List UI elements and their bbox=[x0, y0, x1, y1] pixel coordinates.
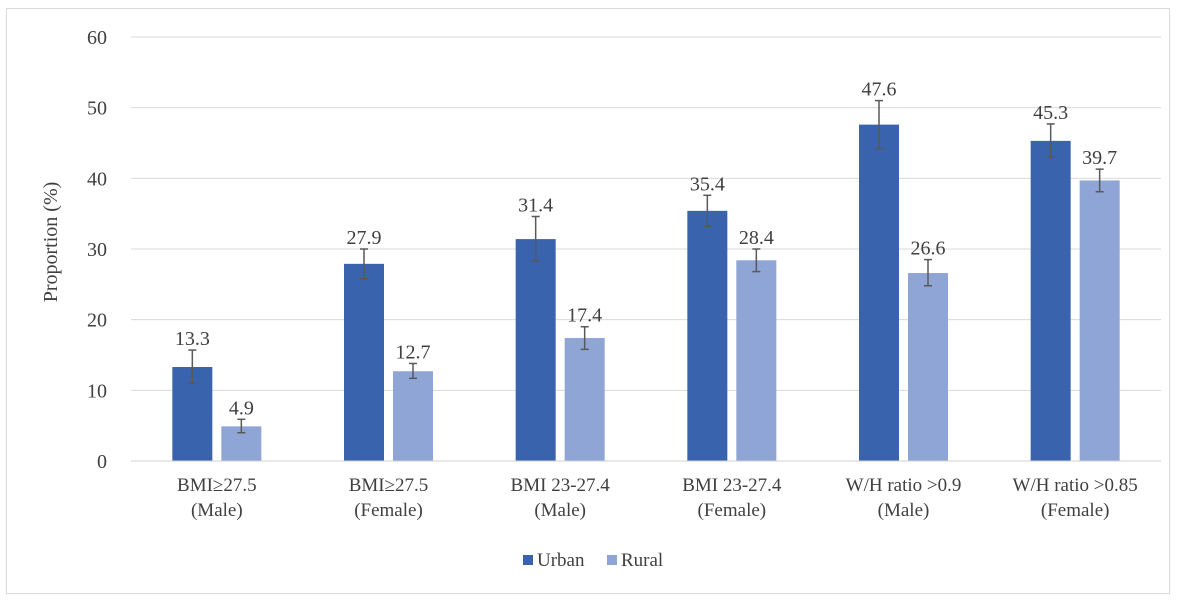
x-axis-ticks: BMI≥27.5 (Male) BMI≥27.5 (Female) BMI 23-27.… bbox=[177, 475, 1138, 521]
legend: Urban Rural bbox=[523, 550, 663, 571]
x-tick-label: (Male) bbox=[191, 500, 243, 521]
x-tick-label: (Male) bbox=[534, 500, 586, 521]
data-label-urban-1: 13.3 bbox=[175, 328, 210, 350]
y-tick-label: 50 bbox=[87, 98, 107, 120]
data-label-rural-6: 39.7 bbox=[1082, 147, 1117, 169]
error-bar-urban-6 bbox=[1046, 123, 1055, 158]
error-bar-urban-2 bbox=[360, 248, 368, 280]
error-bar-urban-4 bbox=[703, 194, 712, 228]
data-label-urban-6: 45.3 bbox=[1033, 102, 1068, 124]
error-bar-rural-3 bbox=[580, 325, 589, 351]
data-label-rural-1: 4.9 bbox=[229, 397, 254, 419]
data-labels: 13.3 4.9 27.9 12.7 31.4 17.4 35.4 28.4 47.6 26.6 4… bbox=[175, 79, 1117, 420]
x-tick-label: BMI≥27.5 bbox=[177, 475, 257, 496]
error-bar-rural-2 bbox=[409, 362, 417, 380]
error-bars bbox=[188, 99, 1104, 434]
bar-urban-6 bbox=[1030, 140, 1071, 461]
data-label-urban-5: 47.6 bbox=[862, 79, 897, 101]
data-label-urban-3: 31.4 bbox=[518, 194, 553, 216]
bar-urban-2 bbox=[344, 263, 384, 461]
y-axis-ticks: 0 10 20 30 40 50 60 bbox=[87, 27, 107, 473]
y-tick-label: 20 bbox=[87, 310, 107, 332]
error-bar-rural-4 bbox=[752, 248, 761, 273]
bar-rural-2 bbox=[393, 371, 433, 461]
error-bar-urban-3 bbox=[531, 215, 540, 262]
error-bar-rural-1 bbox=[237, 418, 246, 434]
legend-swatch-rural bbox=[607, 555, 617, 565]
bar-chart: 0 10 20 30 40 50 60 Proportion (%) 13.3 4.9 27.9… bbox=[40, 27, 1161, 571]
x-tick-label: W/H ratio >0.85 bbox=[1013, 475, 1138, 496]
y-tick-label: 40 bbox=[87, 168, 107, 190]
data-label-rural-3: 17.4 bbox=[567, 305, 602, 327]
error-bar-urban-1 bbox=[188, 349, 197, 385]
x-tick-label: BMI≥27.5 bbox=[349, 475, 429, 496]
bar-urban-4 bbox=[687, 210, 728, 461]
data-label-urban-2: 27.9 bbox=[347, 227, 382, 249]
bar-urban-3 bbox=[515, 239, 556, 461]
y-tick-label: 60 bbox=[87, 27, 107, 49]
x-tick-label: (Female) bbox=[354, 500, 423, 521]
bar-rural-4 bbox=[736, 260, 777, 461]
data-label-rural-5: 26.6 bbox=[911, 238, 946, 260]
data-label-urban-4: 35.4 bbox=[690, 173, 725, 195]
bar-rural-6 bbox=[1079, 180, 1120, 461]
bar-rural-5 bbox=[908, 273, 948, 461]
y-tick-label: 0 bbox=[97, 451, 107, 473]
x-tick-label: (Male) bbox=[878, 500, 930, 521]
error-bar-urban-5 bbox=[875, 99, 883, 150]
error-bar-rural-6 bbox=[1095, 168, 1104, 193]
chart-frame: 0 10 20 30 40 50 60 Proportion (%) 13.3 4.9 27.9… bbox=[6, 8, 1170, 594]
legend-swatch-urban bbox=[523, 555, 533, 565]
x-tick-label: (Female) bbox=[1041, 500, 1110, 521]
y-tick-label: 10 bbox=[87, 380, 107, 402]
legend-label-rural: Rural bbox=[621, 550, 663, 571]
bars bbox=[172, 124, 1120, 462]
bar-urban-5 bbox=[859, 124, 899, 462]
data-label-rural-4: 28.4 bbox=[739, 227, 774, 249]
x-tick-label: W/H ratio >0.9 bbox=[846, 475, 962, 496]
bar-rural-3 bbox=[564, 338, 605, 461]
grid-lines bbox=[131, 36, 1161, 391]
x-tick-label: (Female) bbox=[698, 500, 767, 521]
data-label-rural-2: 12.7 bbox=[396, 341, 431, 363]
y-tick-label: 30 bbox=[87, 239, 107, 261]
x-tick-label: BMI 23-27.4 bbox=[682, 475, 782, 496]
error-bar-rural-5 bbox=[924, 258, 932, 287]
y-axis-label: Proportion (%) bbox=[40, 182, 62, 303]
legend-label-urban: Urban bbox=[537, 550, 585, 571]
x-tick-label: BMI 23-27.4 bbox=[511, 475, 611, 496]
